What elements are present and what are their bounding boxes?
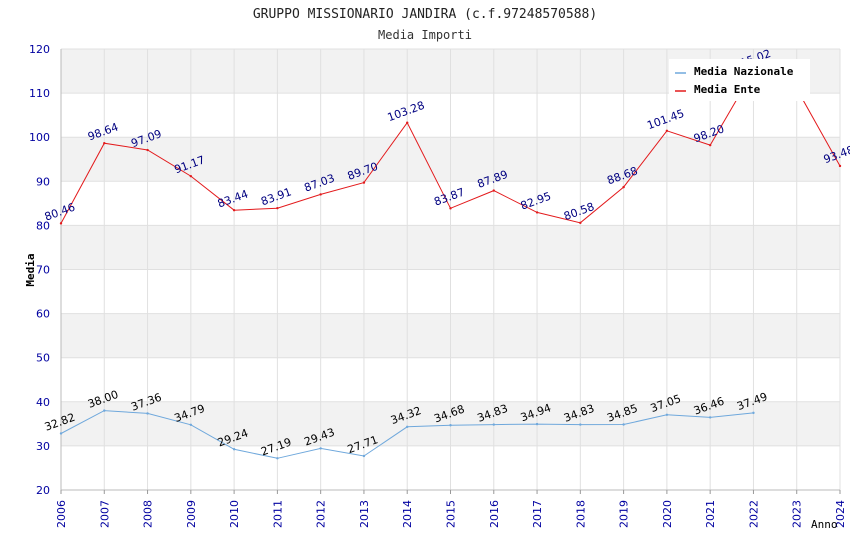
x-tick-label: 2023 [791,500,804,528]
data-point [232,209,236,212]
data-point [579,221,582,225]
data-point [189,423,193,426]
data-point [362,181,366,184]
data-point [665,129,669,133]
data-point [406,425,409,429]
data-point [232,448,236,451]
x-tick-label: 2012 [315,500,328,528]
y-tick-label: 70 [36,264,50,277]
y-tick-label: 60 [36,308,50,321]
x-tick-label: 2010 [228,500,241,528]
x-tick-label: 2022 [747,500,760,528]
legend: Media Nazionale Media Ente [669,59,810,101]
x-tick-label: 2018 [574,500,587,528]
data-point [492,189,495,192]
x-tick-label: 2024 [834,500,847,528]
data-point [622,423,625,426]
x-tick-label: 2019 [618,500,631,528]
chart-subtitle: Media Importi [378,28,472,42]
y-axis-ticks: 20 30 40 50 60 70 80 90 100 110 120 [29,43,50,497]
x-tick-label: 2015 [445,500,458,528]
data-point [622,185,625,189]
data-point [146,412,149,415]
data-point [752,411,755,415]
legend-box [669,59,810,101]
data-point [449,424,452,427]
x-tick-label: 2014 [401,500,414,528]
data-point [535,422,539,426]
data-point [708,416,712,419]
data-point [276,457,279,460]
x-tick-label: 2008 [142,500,155,528]
data-point [59,432,63,435]
legend-label-media-ente: Media Ente [694,83,761,96]
x-tick-label: 2021 [704,500,717,528]
data-point [665,413,669,417]
data-point [59,222,63,225]
data-point [406,121,409,124]
x-tick-label: 2016 [488,500,501,528]
x-tick-label: 2007 [98,500,111,528]
data-point [492,423,495,426]
y-axis-label: Media [24,253,37,286]
x-axis-ticks: 2006 2007 2008 2009 2010 2011 2012 2013 2014 2015… [55,490,847,528]
x-tick-label: 2013 [358,500,371,528]
data-point [189,174,193,178]
chart-title: GRUPPO MISSIONARIO JANDIRA (c.f.97248570… [253,7,597,22]
data-point [579,423,582,426]
series-lines [59,69,842,460]
data-point [708,143,712,147]
x-axis-label: Anno [811,518,838,531]
data-point [319,193,322,196]
x-tick-label: 2009 [185,500,198,528]
x-tick-label: 2017 [531,500,544,528]
data-point [276,206,279,210]
y-tick-label: 40 [36,396,50,409]
data-point [103,409,106,412]
data-point [319,447,322,450]
data-point [449,207,452,210]
y-tick-label: 110 [29,87,50,100]
data-point [535,211,539,214]
x-tick-label: 2006 [55,500,68,528]
x-tick-label: 2020 [661,500,674,528]
data-point [362,454,366,458]
y-tick-label: 90 [36,175,50,188]
y-tick-label: 120 [29,43,50,56]
data-point [838,164,842,168]
y-tick-label: 30 [36,440,50,453]
y-tick-label: 20 [36,484,50,497]
legend-label-media-nazionale: Media Nazionale [694,65,794,78]
y-tick-label: 80 [36,219,50,232]
x-tick-label: 2011 [271,500,284,528]
data-point [103,141,106,145]
y-tick-label: 100 [29,131,50,144]
y-tick-label: 50 [36,352,50,365]
data-point [146,148,149,152]
